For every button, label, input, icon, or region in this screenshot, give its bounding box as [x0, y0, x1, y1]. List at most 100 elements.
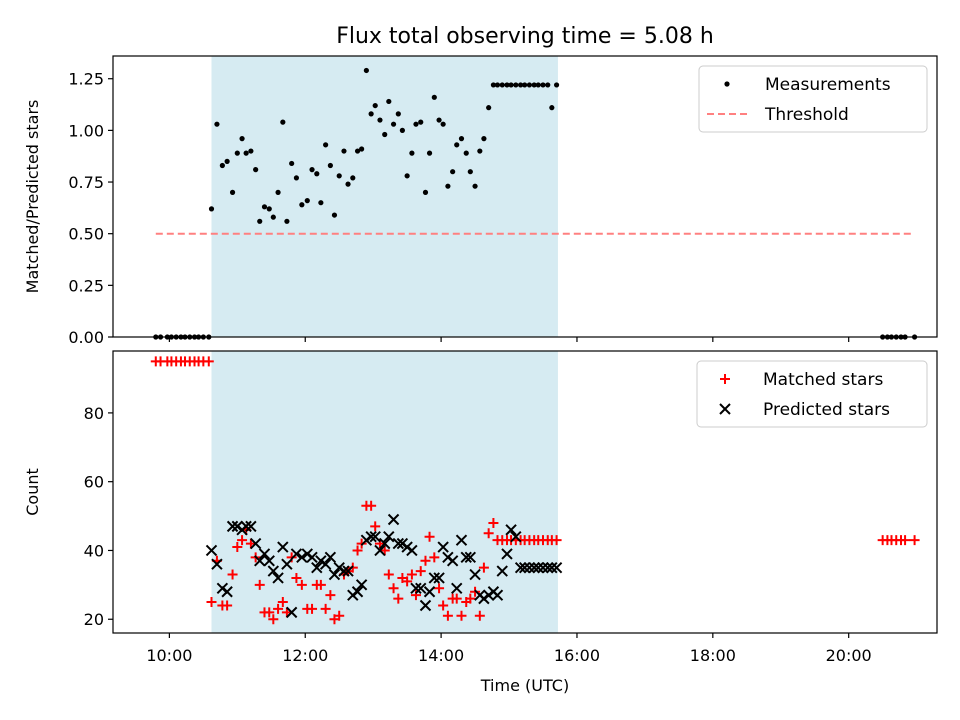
- predicted-point: [491, 589, 504, 601]
- predicted-point: [537, 561, 549, 574]
- matched-point: [406, 569, 417, 580]
- predicted-point: [528, 561, 540, 574]
- predicted-point: [428, 572, 441, 584]
- predicted-point: [505, 524, 517, 536]
- predicted-point: [406, 544, 418, 557]
- predicted-point: [423, 586, 436, 598]
- measurement-point: [368, 111, 374, 117]
- predicted-point: [410, 582, 422, 595]
- matched-point: [434, 583, 445, 594]
- measurement-point: [390, 121, 397, 127]
- measurement-point: [418, 119, 424, 125]
- predicted-point: [245, 520, 257, 533]
- predicted-point: [319, 558, 332, 570]
- matched-point: [334, 610, 345, 621]
- y-tick-label: 1.25: [68, 70, 104, 89]
- predicted-point: [419, 599, 432, 612]
- y-tick-label: 1.00: [68, 121, 104, 140]
- series-predicted-stars: [205, 513, 563, 619]
- predicted-point: [415, 582, 427, 595]
- y-tick-label: 60: [84, 473, 104, 492]
- measurement-point: [372, 102, 378, 109]
- predicted-point: [296, 551, 308, 564]
- matched-point: [383, 569, 394, 580]
- matched-point: [424, 531, 435, 542]
- matched-point: [366, 500, 377, 511]
- legend-box: [698, 65, 928, 133]
- y-axis-label: Count: [23, 468, 42, 516]
- predicted-point: [387, 513, 400, 526]
- matched-point: [370, 521, 381, 532]
- measurement-point: [508, 82, 514, 88]
- y-tick-label: 20: [84, 610, 104, 629]
- measurement-point: [318, 200, 324, 206]
- matched-point: [900, 535, 911, 546]
- predicted-point: [518, 561, 531, 574]
- measurement-point: [208, 206, 215, 212]
- measurement-point: [540, 82, 546, 88]
- predicted-point: [263, 555, 275, 567]
- matched-point: [352, 545, 363, 556]
- measurement-point: [266, 206, 272, 212]
- matched-point: [429, 552, 440, 563]
- measurement-point: [535, 82, 541, 88]
- chart-title: Flux total observing time = 5.08 h: [336, 24, 714, 49]
- predicted-point: [324, 551, 337, 564]
- measurement-point: [336, 173, 342, 179]
- measurement-point: [386, 98, 392, 105]
- matched-point: [402, 576, 413, 587]
- predicted-point: [351, 586, 364, 598]
- matched-point: [483, 528, 494, 539]
- predicted-point: [379, 537, 391, 550]
- measurement-point: [363, 67, 369, 74]
- matched-point: [281, 607, 292, 618]
- measurement-point: [549, 105, 555, 111]
- measurement-point: [481, 136, 487, 142]
- matched-point: [237, 535, 248, 546]
- measurement-point: [284, 218, 290, 224]
- predicted-point: [369, 530, 381, 543]
- x-tick-label: 10:00: [146, 646, 192, 665]
- measurement-point: [293, 175, 300, 181]
- axes-frame: [112, 350, 938, 634]
- legend-label: Predicted stars: [763, 400, 890, 420]
- measurement-point: [399, 127, 405, 133]
- predicted-point: [306, 551, 318, 564]
- measurement-point: [314, 171, 320, 177]
- legend-label: Matched stars: [763, 370, 883, 390]
- matched-point: [478, 562, 489, 573]
- matched-point: [227, 569, 238, 580]
- predicted-point: [451, 582, 463, 595]
- measurement-point: [327, 162, 333, 169]
- measurement-point: [463, 150, 469, 156]
- measurement-point: [377, 117, 383, 123]
- predicted-point: [437, 541, 449, 553]
- measurement-point: [422, 189, 429, 195]
- predicted-point: [523, 561, 536, 574]
- measurement-point: [440, 121, 446, 127]
- measurement-point: [553, 82, 560, 88]
- legend-box: [696, 360, 928, 428]
- measurement-point: [219, 162, 225, 169]
- matched-point: [206, 597, 217, 608]
- matched-point: [254, 579, 265, 590]
- matched-point: [315, 579, 326, 590]
- matched-point: [438, 600, 449, 611]
- predicted-point: [221, 586, 233, 598]
- predicted-point: [501, 548, 513, 560]
- measurement-point: [409, 150, 415, 156]
- predicted-point: [281, 558, 293, 570]
- predicted-point: [433, 572, 445, 584]
- measurement-point: [494, 82, 501, 88]
- measurement-point: [545, 82, 551, 88]
- measurement-point: [275, 189, 281, 195]
- measurement-point: [467, 169, 473, 175]
- predicted-point: [226, 520, 239, 533]
- predicted-point: [267, 565, 280, 577]
- predicted-point: [355, 579, 368, 591]
- matched-point: [456, 610, 467, 621]
- measurement-point: [499, 82, 505, 88]
- legend-predicted-marker: [719, 403, 731, 415]
- observing-span: [211, 351, 558, 633]
